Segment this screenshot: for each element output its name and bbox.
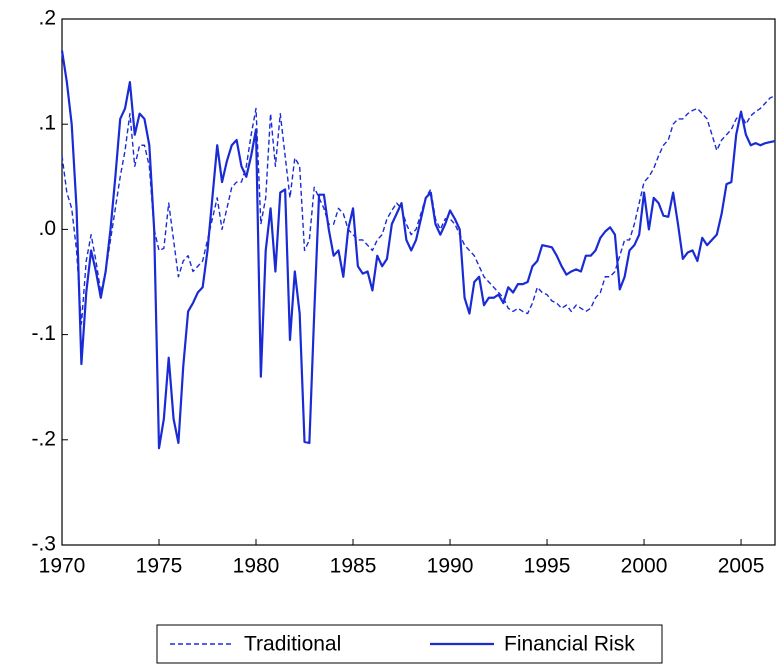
x-tick-label: 1980 — [233, 555, 280, 578]
series-line — [60, 50, 776, 450]
x-tick-label: 1985 — [330, 555, 377, 578]
x-tick-label: 2005 — [718, 555, 765, 578]
y-tick-label: -.2 — [31, 427, 56, 450]
y-tick-label: -.1 — [31, 322, 56, 345]
y-tick-label: .0 — [38, 217, 56, 240]
x-tick-label: 1995 — [524, 555, 571, 578]
y-tick-label: .2 — [38, 7, 56, 30]
y-tick-label: .1 — [38, 112, 56, 135]
legend-label: Traditional — [244, 633, 341, 656]
x-tick-label: 2000 — [621, 555, 668, 578]
plot-frame — [61, 18, 776, 546]
y-tick-label: -.3 — [31, 533, 56, 556]
series-line — [61, 95, 776, 325]
x-tick-label: 1975 — [136, 555, 183, 578]
x-tick-label: 1990 — [427, 555, 474, 578]
legend-label: Financial Risk — [504, 633, 635, 656]
x-tick-label: 1970 — [39, 555, 86, 578]
legend-box — [156, 624, 663, 664]
